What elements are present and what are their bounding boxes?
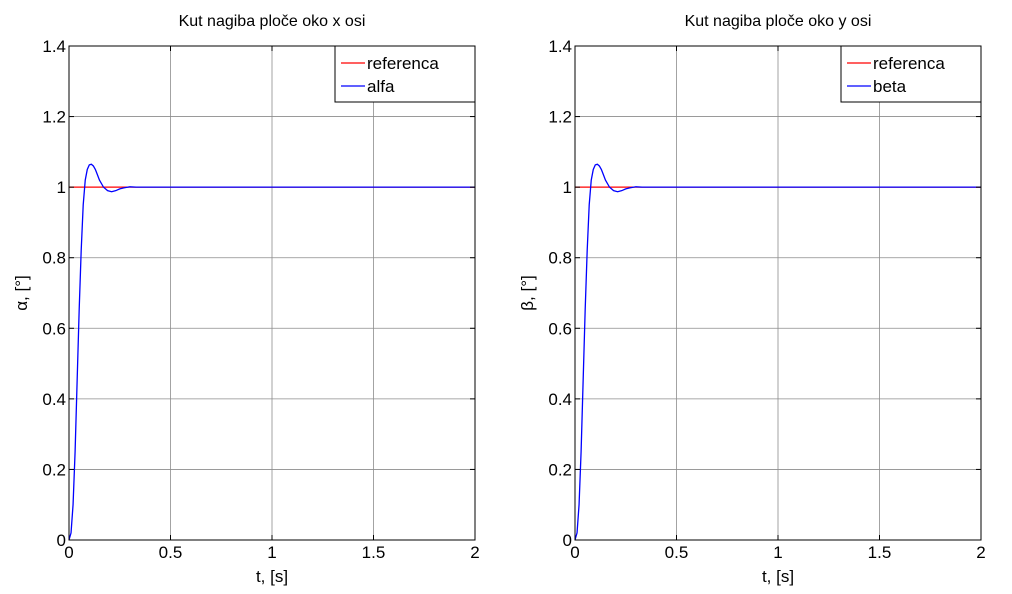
- y-tick-label: 0: [563, 531, 572, 550]
- y-axis-label: α, [°]: [12, 275, 31, 311]
- y-tick-label: 0.8: [548, 249, 572, 268]
- y-tick-label: 0.8: [42, 249, 66, 268]
- chart-left: Kut nagiba ploče oko x osi 0 0.5 1 1.5 2 0 0.2 0…: [12, 13, 480, 586]
- x-axis-label: t, [s]: [256, 567, 288, 586]
- chart-svg: Kut nagiba ploče oko x osi 0 0.5 1 1.5 2 0 0.2 0…: [12, 13, 480, 586]
- x-axis-label: t, [s]: [762, 567, 794, 586]
- y-axis-label: β, [°]: [518, 275, 537, 310]
- x-tick-label: 2: [976, 543, 985, 562]
- y-tick-label: 1.2: [548, 108, 572, 127]
- legend: referenca alfa: [334, 45, 476, 103]
- legend: referenca beta: [840, 45, 982, 103]
- legend-label-referenca: referenca: [367, 54, 439, 73]
- x-tick-label: 1: [773, 543, 782, 562]
- y-tick-label: 1.2: [42, 108, 66, 127]
- y-tick-label: 0.6: [42, 319, 66, 338]
- legend-box: [840, 45, 982, 103]
- legend-label-beta: beta: [873, 77, 907, 96]
- legend-label-alfa: alfa: [367, 77, 395, 96]
- y-tick-label: 1: [563, 178, 572, 197]
- x-tick-label: 0: [570, 543, 579, 562]
- x-tick-label: 0: [64, 543, 73, 562]
- x-tick-label: 0.5: [665, 543, 689, 562]
- chart-title: Kut nagiba ploče oko y osi: [685, 13, 872, 30]
- y-tick-label: 0.2: [42, 460, 66, 479]
- x-tick-label: 0.5: [159, 543, 183, 562]
- y-tick-label: 0.6: [548, 319, 572, 338]
- legend-label-referenca: referenca: [873, 54, 945, 73]
- y-tick-label: 1.4: [42, 37, 66, 56]
- legend-box: [334, 45, 476, 103]
- x-tick-label: 2: [470, 543, 479, 562]
- x-tick-label: 1: [267, 543, 276, 562]
- chart-svg: Kut nagiba ploče oko y osi 0 0.5 1 1.5 2 0 0.2 0…: [518, 13, 986, 586]
- y-tick-label: 1: [57, 178, 66, 197]
- y-tick-label: 0: [57, 531, 66, 550]
- chart-right: Kut nagiba ploče oko y osi 0 0.5 1 1.5 2 0 0.2 0…: [506, 0, 1012, 594]
- y-tick-label: 0.4: [548, 390, 572, 409]
- y-tick-label: 0.2: [548, 460, 572, 479]
- y-tick-label: 0.4: [42, 390, 66, 409]
- y-tick-label: 1.4: [548, 37, 572, 56]
- series-line-beta: [574, 163, 981, 541]
- grid: [69, 46, 475, 540]
- grid: [575, 46, 981, 540]
- x-tick-label: 1.5: [868, 543, 892, 562]
- chart-title: Kut nagiba ploče oko x osi: [179, 13, 366, 30]
- x-tick-label: 1.5: [362, 543, 386, 562]
- series-line-alfa: [68, 163, 475, 541]
